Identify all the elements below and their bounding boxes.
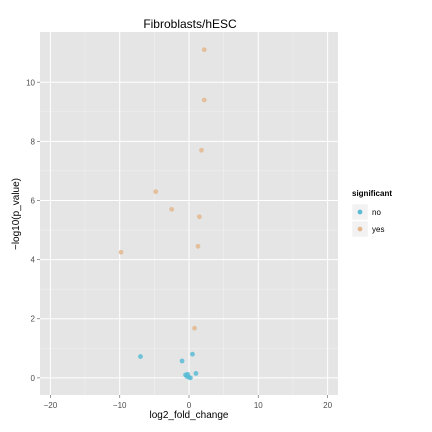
data-point-no: [190, 352, 195, 357]
legend-label-yes: yes: [372, 225, 384, 234]
y-axis-ticks: 0 2 4 6 8 10: [26, 78, 40, 383]
legend-entries: no yes: [352, 204, 384, 237]
y-tick-label: 2: [31, 315, 36, 324]
data-point-no: [188, 375, 193, 380]
legend-swatch-yes: [358, 227, 363, 232]
y-tick-label: 8: [31, 137, 36, 146]
data-point-yes: [192, 326, 197, 331]
legend-swatch-no: [358, 210, 363, 215]
data-point-yes: [199, 148, 204, 153]
chart-title: Fibroblasts/hESC: [143, 17, 237, 31]
data-point-yes: [153, 189, 158, 194]
x-tick-label: 10: [254, 401, 263, 410]
data-point-yes: [196, 244, 201, 249]
data-point-yes: [202, 47, 207, 52]
data-point-yes: [202, 98, 207, 103]
x-axis-title: log2_fold_change: [150, 410, 229, 421]
x-tick-label: −20: [44, 401, 58, 410]
y-tick-label: 10: [26, 78, 35, 87]
legend: significant no yes: [352, 189, 392, 237]
y-tick-label: 6: [31, 196, 36, 205]
x-axis-ticks: −20 −10 0 10 20: [44, 395, 333, 410]
data-point-no: [138, 354, 143, 359]
legend-title: significant: [352, 189, 392, 198]
legend-label-no: no: [372, 208, 381, 217]
data-point-yes: [197, 214, 202, 219]
data-point-yes: [119, 250, 124, 255]
data-point-yes: [169, 207, 174, 212]
x-tick-label: 20: [323, 401, 332, 410]
y-axis-title: −log10(p_value): [11, 178, 22, 250]
x-tick-label: −10: [113, 401, 127, 410]
data-point-no: [194, 371, 199, 376]
x-tick-label: 0: [187, 401, 192, 410]
data-point-no: [180, 359, 185, 364]
y-tick-label: 0: [31, 374, 36, 383]
y-tick-label: 4: [31, 256, 36, 265]
